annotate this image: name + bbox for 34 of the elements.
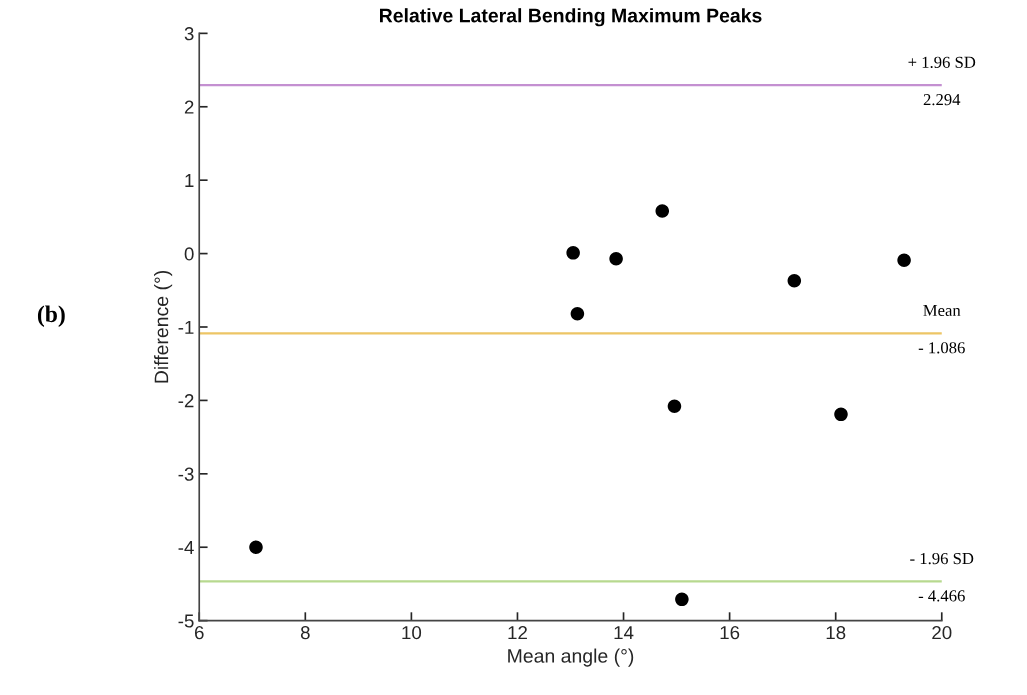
y-tick-label: 0 [184, 247, 194, 261]
text: Mean - 1.086 [918, 304, 965, 354]
text: + 1.96 SD 2.294 [908, 56, 976, 106]
point [609, 251, 623, 266]
point [667, 399, 682, 414]
y-tick-label: -1 [178, 320, 194, 334]
y-tick-label: 1 [185, 174, 194, 187]
point [249, 540, 263, 554]
x-tick-label: 18 [826, 625, 846, 640]
y-tick-label: -2 [178, 394, 194, 408]
point [570, 307, 585, 321]
x-axis-title: Mean angle (°) [508, 648, 634, 667]
y-tick-label: -3 [178, 467, 194, 481]
x-tick-label: 8 [300, 625, 310, 640]
y-tick-label: 3 [184, 27, 194, 41]
x-tick-label: 20 [932, 625, 952, 640]
x-tick-label: 14 [614, 626, 634, 640]
x-tick-label: 16 [720, 625, 740, 640]
y-tick-label: -5 [178, 614, 194, 628]
x-tick-label: 6 [194, 625, 204, 640]
point [566, 246, 580, 260]
x-tick-label: 10 [402, 625, 422, 640]
text: (b) [37, 305, 65, 327]
point [897, 253, 911, 267]
point [787, 273, 802, 288]
y-tick-label: -4 [178, 541, 194, 555]
y-axis-title: Difference (°) [154, 271, 173, 383]
point [675, 592, 689, 607]
point [655, 204, 670, 218]
text: - 1.96 SD - 4.466 [910, 552, 974, 602]
y-tick-label: 2 [184, 100, 194, 114]
chart-title: Relative Lateral Bending Maximum Peaks [380, 8, 762, 27]
point [834, 407, 848, 422]
x-tick-label: 12 [508, 625, 527, 640]
